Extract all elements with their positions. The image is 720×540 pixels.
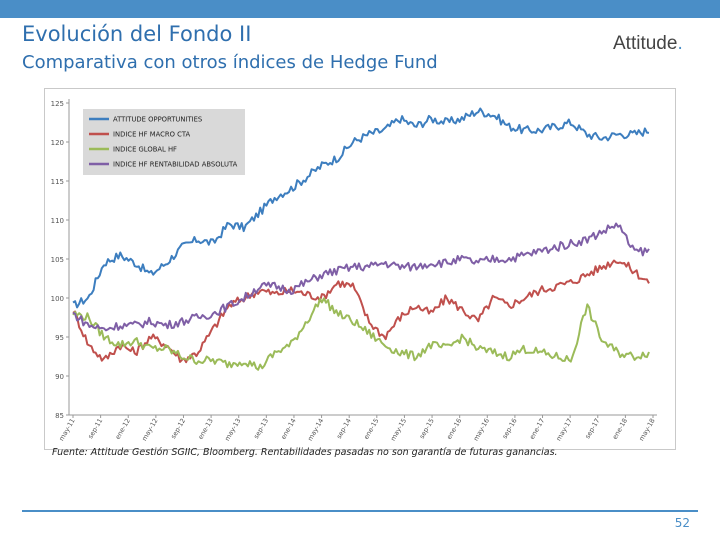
x-tick-label: may-16 [472,417,491,442]
y-tick-label: 105 [51,256,64,264]
y-tick-label: 110 [51,217,64,225]
x-tick-label: ene-15 [362,417,380,441]
footer-divider [22,510,698,512]
x-tick-label: sep-14 [335,417,353,440]
x-tick-label: may-12 [140,417,159,442]
x-tick-label: sep-11 [86,417,104,440]
series-line-2 [72,259,650,364]
source-note: Fuente: Attitude Gestión SGIIC, Bloomber… [52,447,558,458]
y-tick-label: 95 [55,334,64,342]
y-tick-label: 90 [55,373,64,381]
legend-label: INDICE HF RENTABILIDAD ABSOLUTA [113,161,238,169]
chart-frame: 85 90 95 100 105 110 115 120 125 may-11 sep-11 ene-… [44,88,676,450]
x-tick-label: may-14 [306,417,325,442]
logo-text: Attitude [613,33,678,54]
x-tick-label: may-18 [637,417,656,442]
x-tick-label: may-17 [555,417,574,442]
line-chart: 85 90 95 100 105 110 115 120 125 may-11 sep-11 ene-… [51,99,657,442]
attitude-logo: Attitude. [613,33,683,55]
x-tick-label: ene-16 [445,417,463,441]
x-tick-label: sep-12 [169,417,187,440]
x-tick-label: ene-18 [611,417,629,441]
top-accent-bar [0,0,720,18]
x-tick-label: ene-17 [528,417,546,441]
x-tick-label: may-13 [223,417,242,442]
series-line-1 [72,107,650,309]
page-title: Evolución del Fondo II [22,22,252,46]
y-tick-label: 100 [51,295,64,303]
series-line-3 [72,297,650,371]
page-subtitle: Comparativa con otros índices de Hedge F… [22,52,438,73]
x-tick-label: may-15 [389,417,408,442]
series-line-4 [72,222,650,332]
legend-label: ATTITUDE OPPORTUNITIES [113,116,202,124]
x-tick-label: ene-14 [279,417,297,441]
x-tick-label: sep-17 [583,417,601,440]
y-tick-label: 115 [51,178,64,186]
x-tick-label: sep-13 [252,417,270,440]
x-tick-label: ene-12 [114,417,132,441]
y-tick-label: 85 [55,412,64,420]
logo-dot: . [677,33,683,54]
legend-label: INDICE GLOBAL HF [113,146,177,154]
y-tick-label: 120 [51,139,64,147]
legend-box [83,109,245,175]
x-tick-label: ene-13 [197,417,215,441]
x-tick-label: sep-15 [418,417,436,440]
x-tick-label: may-11 [57,417,76,442]
legend-label: INDICE HF MACRO CTA [113,131,190,139]
y-tick-label: 125 [51,100,64,108]
page-number: 52 [674,516,690,530]
x-tick-label: sep-16 [501,417,519,440]
